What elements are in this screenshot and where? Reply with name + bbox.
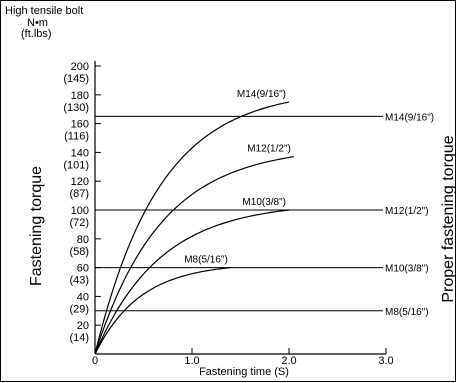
x-tick-label: 0 [92, 355, 98, 367]
header-title: High tensile bolt [5, 5, 83, 17]
y-tick-label: 40 [77, 291, 89, 303]
y-tick-label-ftlbs: (58) [69, 246, 89, 258]
header-unit-nm: N•m [27, 17, 48, 29]
x-tick-labels: 0 1.0 2.0 3.0 [92, 348, 394, 367]
proper-torque-label: M8(5/16") [385, 307, 429, 318]
x-tick-label: 1.0 [184, 355, 199, 367]
chart-header: High tensile bolt N•m (ft.lbs) [5, 5, 83, 40]
y-tick-label: 140 [71, 147, 89, 159]
y-tick-label-ftlbs: (72) [69, 217, 89, 229]
y-tick-label: 160 [71, 119, 89, 131]
x-tick-label: 2.0 [281, 355, 296, 367]
x-tick-label: 3.0 [378, 355, 393, 367]
y-tick-label-ftlbs: (43) [69, 275, 89, 287]
y-tick-label-ftlbs: (87) [69, 188, 89, 200]
axes [94, 61, 386, 355]
torque-curve [94, 267, 231, 355]
right-axis-title: Proper fastening torque [440, 135, 456, 302]
y-tick-label: 200 [71, 61, 89, 73]
torque-curve [94, 209, 290, 355]
y-tick-label: 20 [77, 320, 89, 332]
header-unit-ftlbs: (ft.lbs) [21, 28, 52, 40]
y-tick-label-ftlbs: (14) [69, 332, 89, 344]
y-tick-label-ftlbs: (29) [69, 303, 89, 315]
curve-label: M14(9/16") [237, 89, 286, 100]
y-tick-label: 180 [71, 90, 89, 102]
y-tick-labels: 20(14) 40(29) 60(43) 80(58) 100(72) 120(87) 14… [63, 61, 101, 344]
torque-curve [94, 156, 294, 355]
x-axis-title: Fastening time (S) [199, 366, 289, 378]
torque-curves: M14(9/16") M12(1/2") M10(3/8") M8(5/16") [94, 89, 294, 355]
y-tick-label-ftlbs: (116) [64, 131, 89, 143]
y-tick-label: 120 [71, 176, 89, 188]
y-tick-label-ftlbs: (130) [63, 102, 89, 114]
y-tick-label: 80 [77, 234, 89, 246]
y-tick-label: 100 [71, 205, 89, 217]
y-tick-label-ftlbs: (101) [63, 159, 89, 171]
proper-torque-label: M10(3/8") [385, 264, 429, 275]
proper-torque-label: M14(9/16") [385, 112, 434, 123]
proper-torque-lines: M14(9/16") M12(1/2") M10(3/8") M8(5/16") [95, 112, 434, 318]
y-tick-label: 60 [77, 263, 89, 275]
torque-curve [94, 101, 290, 355]
proper-torque-label: M12(1/2") [385, 206, 429, 217]
y-axis-title: Fastening torque [28, 166, 45, 286]
curve-label: M10(3/8") [242, 197, 286, 208]
curve-label: M8(5/16") [184, 255, 228, 266]
curve-label: M12(1/2") [247, 144, 291, 155]
y-tick-label-ftlbs: (145) [63, 73, 89, 85]
